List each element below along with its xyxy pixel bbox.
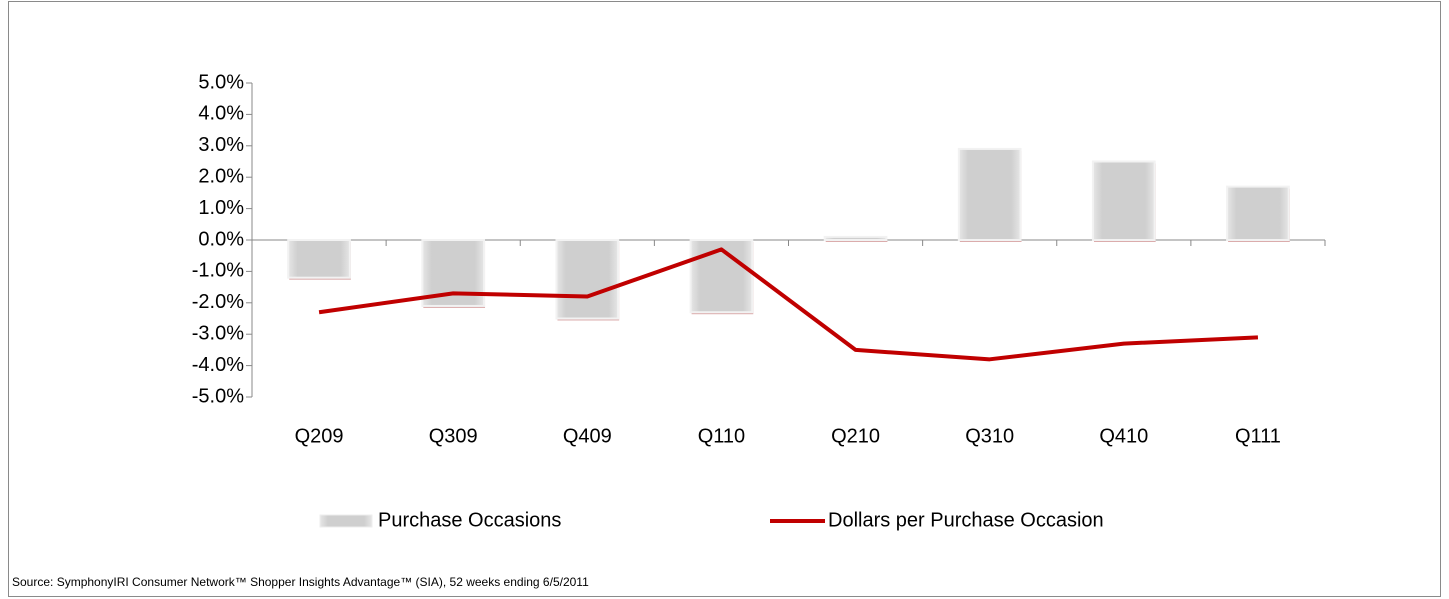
bar (957, 147, 1022, 241)
bar (287, 239, 351, 279)
legend-label: Dollars per Purchase Occasion (828, 509, 1104, 531)
y-tick-label: -3.0% (192, 322, 244, 344)
y-tick-label: -5.0% (192, 385, 244, 407)
bar (1226, 185, 1290, 241)
x-tick-label: Q110 (698, 425, 745, 447)
y-tick-label: -1.0% (192, 260, 244, 282)
bar (689, 239, 754, 314)
y-tick-label: 5.0% (198, 71, 244, 93)
x-tick-label: Q209 (295, 425, 344, 447)
x-tick-label: Q111 (1235, 425, 1281, 447)
bar (823, 235, 888, 242)
legend-swatch (319, 514, 373, 528)
y-tick-label: 4.0% (198, 103, 244, 125)
y-tick-label: -4.0% (192, 354, 244, 376)
bar (555, 239, 620, 320)
x-tick-label: Q210 (831, 425, 880, 447)
y-tick-label: -2.0% (192, 291, 244, 313)
x-tick-label: Q410 (1099, 425, 1148, 447)
source: Source: SymphonyIRI Consumer Network™ Sh… (12, 575, 589, 589)
x-tick-label: Q309 (429, 425, 478, 447)
x-tick-label: Q409 (563, 425, 612, 447)
bar (1091, 160, 1156, 241)
x-tick-label: Q310 (965, 425, 1014, 447)
legend-label: Purchase Occasions (378, 509, 561, 531)
y-tick-label: 3.0% (198, 134, 244, 156)
line (318, 247, 1259, 362)
y-tick-label: 2.0% (198, 165, 244, 187)
y-tick-label: 1.0% (198, 197, 244, 219)
y-tick-label: 0.0% (198, 228, 244, 250)
